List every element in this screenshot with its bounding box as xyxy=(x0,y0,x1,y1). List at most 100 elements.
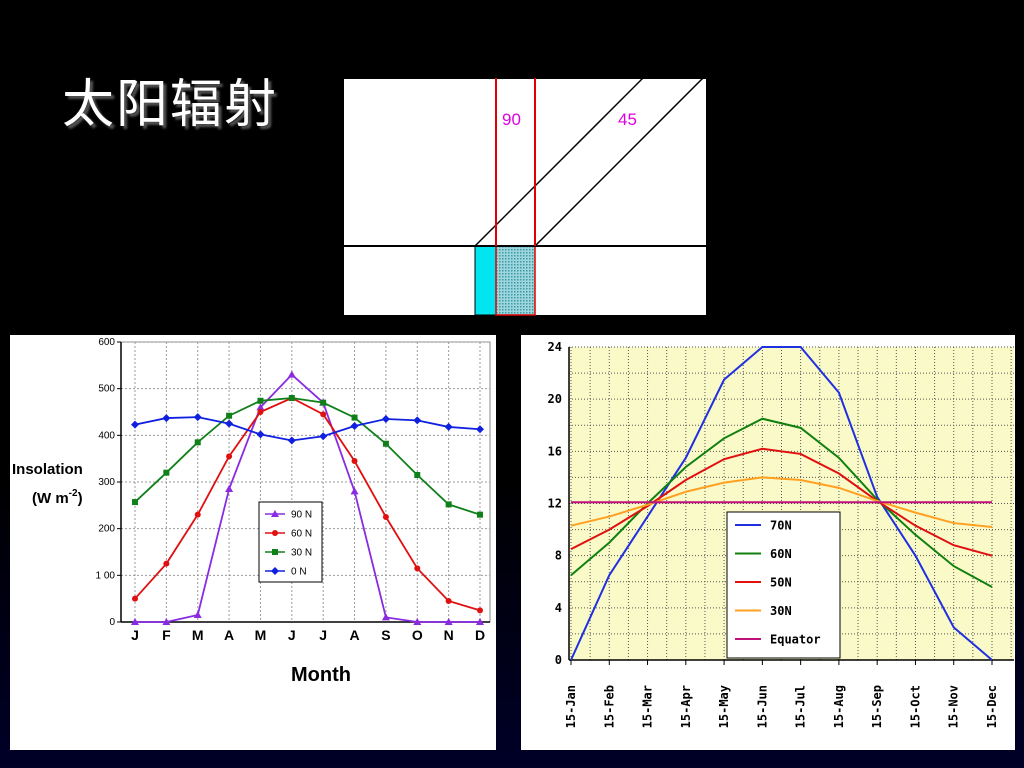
data-point xyxy=(193,611,202,618)
y-tick-label: 8 xyxy=(555,549,562,563)
data-point xyxy=(319,432,328,441)
cyan-patch xyxy=(474,245,497,316)
slide-title: 太阳辐射 xyxy=(62,75,279,135)
y-tick-label: 0 xyxy=(109,617,115,628)
legend-label: Equator xyxy=(770,633,821,647)
y-tick-label: 24 xyxy=(548,340,562,354)
series-line xyxy=(135,373,480,623)
data-point xyxy=(288,395,295,401)
x-tick-label: F xyxy=(162,627,171,643)
x-tick-label: M xyxy=(255,627,267,643)
data-point xyxy=(444,618,453,625)
data-point xyxy=(132,595,138,602)
data-point xyxy=(193,413,202,422)
y-tick-label: 16 xyxy=(548,444,562,458)
legend-label: 30N xyxy=(770,604,792,618)
legend-label: 90 N xyxy=(291,510,312,521)
data-point xyxy=(257,409,264,415)
data-point xyxy=(445,501,452,508)
x-tick-label: A xyxy=(349,627,359,643)
data-point xyxy=(350,422,359,430)
y-tick-label: 4 xyxy=(555,601,562,615)
data-point xyxy=(320,399,327,406)
data-point xyxy=(413,416,422,425)
oblique-beam-right-edge xyxy=(534,77,704,247)
series-line xyxy=(134,416,481,442)
y-tick-label: 12 xyxy=(548,497,562,511)
legend-label: 70N xyxy=(770,519,792,533)
y-tick-label: 400 xyxy=(98,430,115,441)
series-line xyxy=(570,447,993,557)
oblique-beam-left-edge xyxy=(474,77,644,247)
x-tick-label: 15-Jun xyxy=(755,685,769,728)
data-point xyxy=(256,403,265,411)
data-point xyxy=(162,414,171,423)
x-tick-label: N xyxy=(444,627,454,643)
x-tick-label: 15-Oct xyxy=(908,685,922,728)
y-tick-label: 0 xyxy=(555,653,562,667)
x-tick-label: 15-Jan xyxy=(564,685,578,728)
legend-label: 50N xyxy=(770,576,792,590)
x-tick-label: 15-Dec xyxy=(985,685,999,728)
y-tick-label: 200 xyxy=(98,524,115,535)
legend-box xyxy=(258,501,323,583)
series-line xyxy=(134,397,481,612)
data-point xyxy=(477,607,483,614)
insolation-chart: 0 1 00 200 300 400 500 600 J F M A M J J A S O N D Insolat… xyxy=(10,335,496,750)
data-point xyxy=(132,499,138,506)
data-point xyxy=(163,560,170,567)
x-tick-label: J xyxy=(288,627,296,643)
legend-label: 60N xyxy=(770,547,792,561)
chart-legend: 90 N 60 N 30 N 0 N xyxy=(258,501,323,583)
data-point xyxy=(351,414,358,421)
x-tick-label: 15-Nov xyxy=(947,685,961,728)
data-point xyxy=(477,511,483,518)
data-point xyxy=(320,411,327,418)
x-tick-label: J xyxy=(131,627,139,643)
x-tick-label: O xyxy=(412,627,423,643)
legend-swatch-marker xyxy=(272,530,278,536)
x-tick-label: 15-Aug xyxy=(832,685,846,728)
data-point xyxy=(256,430,265,439)
data-point xyxy=(194,511,201,518)
data-point xyxy=(445,598,452,604)
x-tick-label: A xyxy=(224,627,234,643)
data-point xyxy=(350,487,359,495)
chart-legend: 70N 60N 50N 30N Equator xyxy=(726,511,841,659)
data-point xyxy=(226,453,233,460)
data-point xyxy=(131,420,139,429)
legend-swatch-marker xyxy=(271,510,279,517)
x-tick-label: D xyxy=(475,627,485,643)
series-line xyxy=(570,476,993,528)
data-point xyxy=(287,370,296,378)
data-point xyxy=(163,469,170,476)
y-tick-label: 20 xyxy=(548,392,562,406)
x-axis-label: Month xyxy=(291,664,351,686)
data-point xyxy=(257,397,264,404)
legend-label: 30 N xyxy=(291,548,312,559)
data-point xyxy=(476,618,484,625)
data-point xyxy=(476,425,484,434)
y-axis-label-line1: Insolation xyxy=(12,461,83,478)
x-tick-label: 15-Apr xyxy=(679,685,693,728)
x-tick-label: S xyxy=(381,627,390,643)
beam-angle-diagram: 90 45 xyxy=(343,77,707,316)
y-tick-label: 600 xyxy=(98,337,115,348)
data-point xyxy=(226,412,233,419)
x-tick-label: M xyxy=(192,627,204,643)
data-point xyxy=(194,439,201,446)
data-point xyxy=(225,419,234,428)
data-point xyxy=(351,458,358,464)
data-point xyxy=(381,415,390,423)
series-line xyxy=(134,397,481,516)
legend-label: 60 N xyxy=(291,529,312,540)
x-tick-label: J xyxy=(319,627,327,643)
data-point xyxy=(381,613,390,621)
legend-swatch-marker xyxy=(272,549,278,555)
data-point xyxy=(382,440,389,447)
y-axis-label-line2: (W m-2) xyxy=(32,488,83,507)
data-point xyxy=(287,436,296,445)
data-point xyxy=(382,514,389,520)
data-point xyxy=(414,565,421,572)
data-point xyxy=(413,618,422,625)
